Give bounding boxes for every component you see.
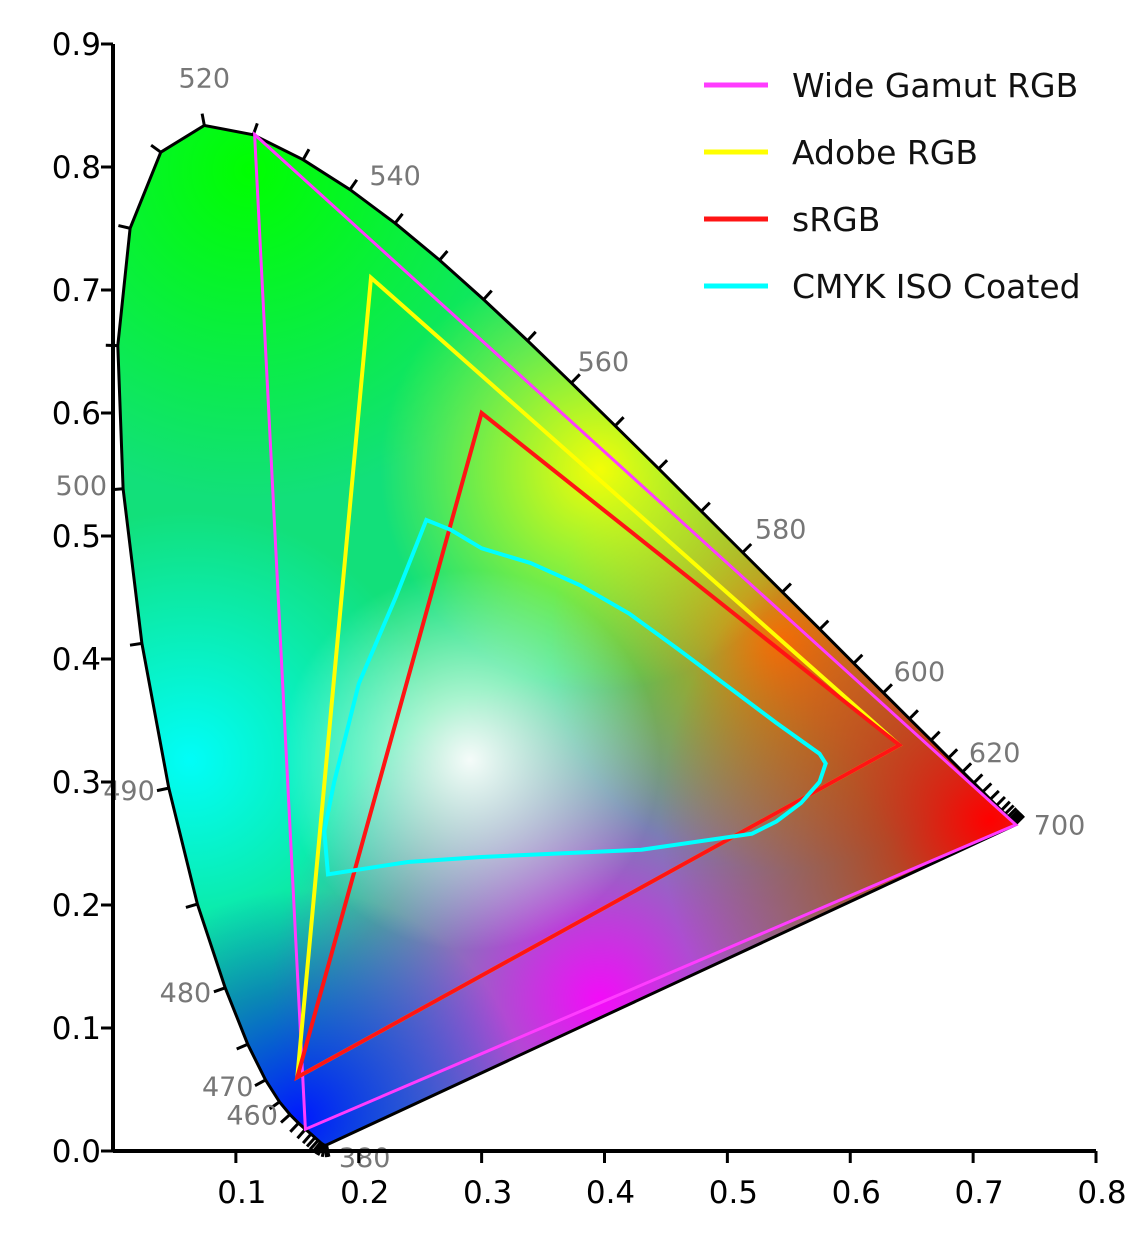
wavelength-tick — [989, 789, 1000, 801]
wavelength-tick — [301, 1133, 313, 1145]
wavelength-tick — [1000, 800, 1011, 812]
wavelength-label-580: 580 — [755, 515, 807, 546]
wavelength-tick — [1008, 809, 1020, 820]
wavelength-tick — [289, 1122, 300, 1133]
wavelength-tick — [236, 1042, 249, 1051]
wavelength-tick — [482, 289, 493, 301]
y-tick-label: 0.0 — [52, 1134, 101, 1170]
x-tick-label: 0.5 — [709, 1175, 758, 1211]
x-tick-label: 0.4 — [586, 1175, 635, 1211]
wavelength-label-600: 600 — [894, 657, 946, 688]
wavelength-tick — [972, 773, 984, 784]
wavelength-tick — [348, 178, 359, 191]
wavelength-tick — [213, 986, 226, 994]
wavelength-label-470: 470 — [202, 1072, 254, 1103]
wavelength-tick — [438, 250, 449, 262]
wavelength-tick — [393, 212, 404, 225]
wavelength-tick — [1010, 810, 1021, 822]
wavelength-label-620: 620 — [969, 738, 1021, 769]
wavelength-tick — [1004, 804, 1015, 816]
legend-label: Wide Gamut RGB — [792, 66, 1078, 105]
wavelength-tick — [279, 1113, 291, 1124]
legend-label: Adobe RGB — [792, 133, 978, 172]
wavelength-tick — [254, 1078, 267, 1088]
wavelength-label-560: 560 — [578, 347, 630, 378]
x-tick-label: 0.1 — [217, 1175, 266, 1211]
wavelength-ticks — [105, 113, 1025, 1158]
wavelength-tick — [908, 709, 919, 720]
y-tick-label: 0.8 — [52, 150, 101, 186]
wavelength-tick — [150, 143, 162, 154]
wavelength-label-480: 480 — [160, 978, 212, 1009]
y-tick-label: 0.5 — [52, 519, 101, 555]
wavelength-label-500: 500 — [56, 471, 108, 502]
y-tick-label: 0.1 — [52, 1011, 101, 1047]
y-tick-label: 0.3 — [52, 765, 101, 801]
legend: Wide Gamut RGB Adobe RGB sRGB CMYK ISO Coat… — [704, 66, 1081, 306]
y-tick-label: 0.9 — [52, 27, 101, 63]
x-tick-label: 0.6 — [832, 1175, 881, 1211]
wavelength-tick — [1014, 814, 1025, 826]
wavelength-tick — [185, 902, 198, 909]
wavelength-tick — [308, 1139, 320, 1151]
wavelength-label-460: 460 — [226, 1101, 278, 1132]
axes: 0.1 0.2 0.3 0.4 0.5 0.6 0.7 0.8 0.0 0.1 0.2 0.3 0.4… — [52, 27, 1127, 1211]
wavelength-tick — [129, 641, 143, 647]
wavelength-tick — [156, 786, 170, 793]
wavelength-tick — [741, 542, 753, 554]
wavelength-tick — [781, 582, 792, 594]
x-tick-label: 0.8 — [1077, 1175, 1126, 1211]
gamut-wide-gamut-rgb — [252, 130, 1019, 1132]
x-tick-label: 0.3 — [463, 1175, 512, 1211]
wavelength-tick — [305, 1136, 317, 1148]
gamut-cmyk-iso-coated — [322, 517, 828, 877]
x-tick-label: 0.2 — [340, 1175, 389, 1211]
y-tick-label: 0.7 — [52, 273, 101, 309]
wavelength-label-700: 700 — [1034, 811, 1086, 842]
wavelength-tick — [981, 782, 993, 793]
wavelength-tick — [570, 373, 581, 384]
wavelength-tick — [852, 653, 864, 665]
y-tick-label: 0.2 — [52, 888, 101, 924]
wavelength-tick — [200, 113, 206, 126]
wavelength-tick — [268, 1100, 281, 1111]
y-tick-label: 0.4 — [52, 642, 101, 678]
wavelength-tick — [947, 748, 959, 759]
wavelength-tick — [301, 148, 311, 161]
gamut-polygons — [252, 130, 1019, 1132]
legend-label: CMYK ISO Coated — [792, 267, 1081, 306]
wavelength-tick — [882, 683, 893, 694]
wavelength-label-520: 520 — [179, 63, 231, 94]
x-tick-label: 0.7 — [954, 1175, 1003, 1211]
wavelength-tick — [818, 619, 830, 631]
wavelength-tick — [700, 501, 711, 513]
legend-label: sRGB — [792, 200, 880, 239]
gamut-srgb — [294, 409, 903, 1082]
wavelength-tick — [657, 459, 669, 470]
wavelength-tick — [118, 224, 131, 230]
wavelength-tick — [614, 416, 625, 427]
wavelength-tick — [930, 730, 941, 742]
wavelength-tick — [961, 762, 973, 773]
wavelength-tick — [995, 795, 1006, 807]
wavelength-tick — [1006, 807, 1018, 818]
wavelength-label-380: 380 — [339, 1143, 391, 1174]
y-tick-label: 0.6 — [52, 396, 101, 432]
wavelength-label-540: 540 — [369, 161, 421, 192]
wavelength-tick — [526, 330, 537, 342]
